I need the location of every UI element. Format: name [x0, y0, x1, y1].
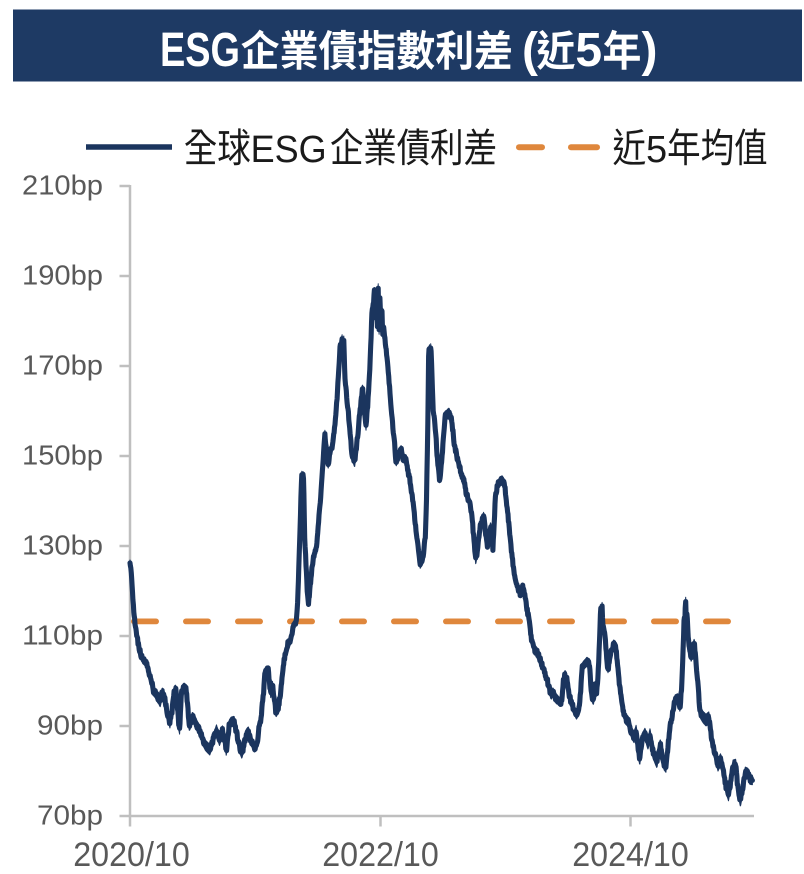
svg-text:(: (: [522, 24, 538, 77]
svg-text:150bp: 150bp: [22, 440, 103, 471]
svg-text:2022/10: 2022/10: [322, 836, 439, 874]
svg-text:): ): [642, 24, 658, 77]
svg-text:5: 5: [646, 129, 667, 171]
svg-text:ESG: ESG: [251, 129, 327, 171]
svg-text:ESG: ESG: [160, 24, 240, 77]
svg-text:70bp: 70bp: [37, 800, 103, 831]
svg-text:170bp: 170bp: [22, 350, 103, 381]
svg-text:5: 5: [575, 24, 602, 77]
svg-text:130bp: 130bp: [22, 530, 103, 561]
svg-text:210bp: 210bp: [22, 170, 103, 201]
svg-text:2020/10: 2020/10: [73, 836, 190, 874]
svg-text:2024/10: 2024/10: [572, 836, 689, 874]
svg-text:110bp: 110bp: [22, 620, 103, 651]
svg-text:190bp: 190bp: [22, 260, 103, 291]
svg-text:90bp: 90bp: [37, 710, 103, 741]
